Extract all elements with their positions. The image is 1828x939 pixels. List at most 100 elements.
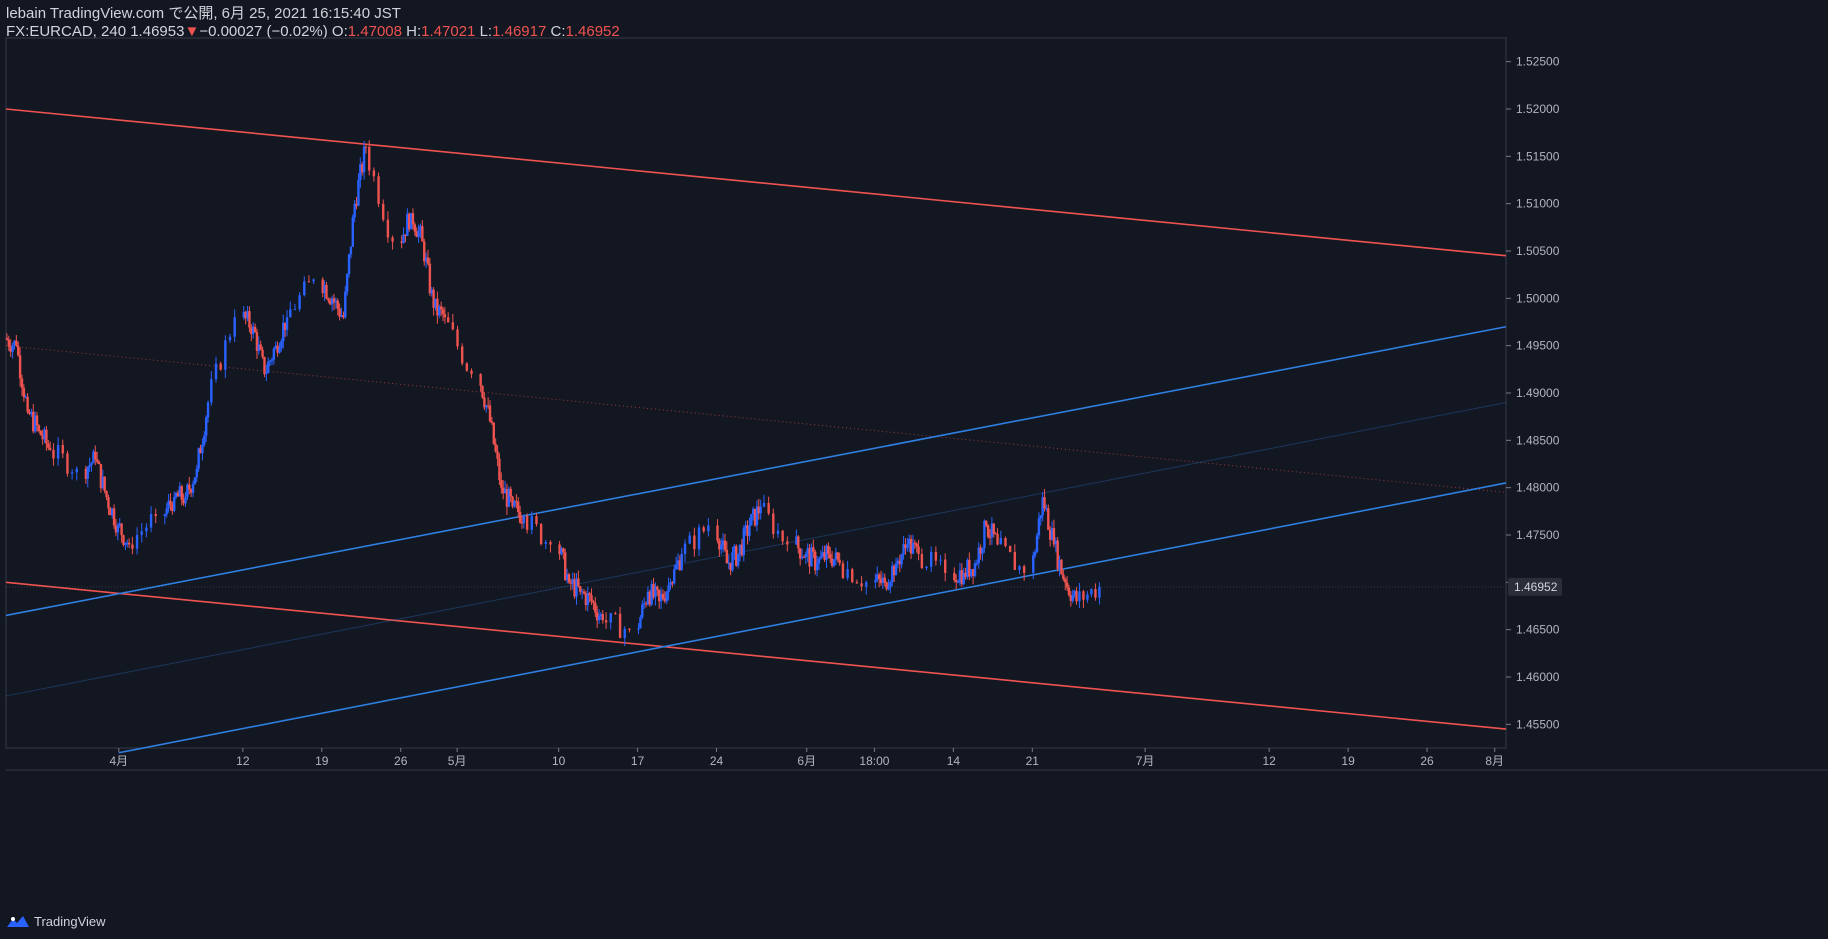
candle-body (560, 548, 563, 555)
candle-body (174, 492, 178, 498)
candle-body (1071, 594, 1074, 601)
candle-body (327, 298, 330, 301)
trend-lines[interactable] (5, 108, 1507, 754)
candle-body (688, 535, 691, 544)
candle-body (361, 164, 364, 173)
candle-body (656, 586, 659, 590)
price-tick-label: 1.50000 (1516, 291, 1560, 305)
candle-body (95, 459, 99, 462)
high-label: H: (406, 23, 422, 40)
candle-body (808, 548, 811, 567)
candle-body (446, 317, 450, 323)
candle-body (105, 490, 108, 498)
candle-body (1004, 538, 1007, 547)
time-tick-label: 5月 (448, 754, 467, 768)
candle-body (167, 500, 170, 509)
time-axis[interactable]: 4月 12 19 26 5月 10 17 24 6月 18:00 14 21 7月 12 19 26 8月 (109, 748, 1504, 768)
candle-body (836, 552, 839, 560)
candle-body (114, 525, 118, 533)
candle-body (441, 309, 445, 315)
time-tick-label: 24 (710, 754, 724, 768)
candle-body (806, 548, 809, 554)
candle-body (1018, 566, 1021, 570)
candle-body (272, 348, 276, 360)
candle-body (75, 468, 78, 473)
candle-body (665, 592, 668, 602)
candle-body (586, 593, 589, 606)
candle-body (981, 548, 984, 554)
candle-body (846, 569, 849, 578)
candle-body (876, 574, 879, 581)
candle-body (219, 363, 222, 370)
candle-body (727, 562, 730, 564)
candle-body (1058, 559, 1061, 569)
candle-body (954, 580, 958, 583)
candle-body (9, 346, 12, 352)
candle-body (851, 569, 854, 583)
candle-body (515, 501, 518, 503)
candle-body (182, 499, 185, 504)
candle-body (24, 396, 27, 398)
candle-body (650, 584, 653, 605)
time-tick-label: 19 (315, 754, 329, 768)
candle-body (800, 556, 804, 559)
time-tick-label: 7月 (1136, 754, 1155, 768)
candle-body (28, 411, 31, 414)
candle-body (812, 547, 815, 552)
candle-body (573, 579, 576, 597)
candle-body (678, 560, 682, 570)
candle-body (109, 508, 112, 516)
candle-body (259, 344, 262, 350)
candle-body (894, 563, 898, 576)
candle-body (1013, 552, 1017, 570)
candle-body (569, 582, 573, 584)
candle-body (509, 488, 512, 497)
candle-body (757, 506, 761, 514)
candle-body (1052, 528, 1056, 545)
candle-body (601, 614, 605, 621)
candle-body (772, 513, 775, 534)
candle-body (1032, 555, 1035, 573)
candle-body (798, 548, 802, 559)
candle-body (968, 559, 971, 577)
price-tick-label: 1.49500 (1516, 339, 1560, 353)
candle-body (889, 582, 892, 587)
candle-body (755, 506, 759, 526)
candle-body (718, 540, 721, 550)
candle-body (518, 512, 522, 523)
price-tick-label: 1.49000 (1516, 386, 1560, 400)
candle-body (33, 415, 37, 432)
candle-body (84, 468, 88, 479)
candle-body (697, 527, 701, 550)
candle-body (340, 315, 343, 317)
candle-body (723, 540, 727, 550)
candle-body (797, 536, 800, 549)
candle-body (20, 378, 24, 388)
candle-body (233, 317, 236, 337)
candle-body (382, 203, 385, 220)
candle-body (127, 542, 131, 545)
candle-body (594, 602, 597, 613)
candle-body (39, 430, 42, 436)
candle-body (485, 405, 488, 408)
low-label: L: (479, 23, 493, 40)
candle-body (430, 289, 433, 294)
last-price-box (1508, 577, 1562, 596)
candle-body (52, 449, 55, 459)
symbol-interval[interactable]: FX:EURCAD, 240 (6, 23, 127, 40)
candle-body (913, 542, 917, 544)
tradingview-logo-icon[interactable] (6, 914, 30, 928)
candle-body (257, 344, 261, 351)
candle-body (966, 559, 969, 577)
open-value: 1.47008 (347, 23, 402, 40)
candle-body (312, 279, 315, 282)
candle-body (733, 546, 736, 553)
ohlc-legend: FX:EURCAD, 240 1.46953▼−0.00027 (−0.02%)… (6, 23, 620, 41)
candle-body (564, 552, 567, 580)
candle-body (214, 363, 218, 380)
candle-body (111, 508, 114, 516)
brand-name[interactable]: TradingView (34, 913, 106, 929)
candle-body (203, 435, 206, 445)
price-axis[interactable]: 1.52500 1.52000 1.51500 1.51000 1.50500 1.500… (1506, 55, 1560, 732)
